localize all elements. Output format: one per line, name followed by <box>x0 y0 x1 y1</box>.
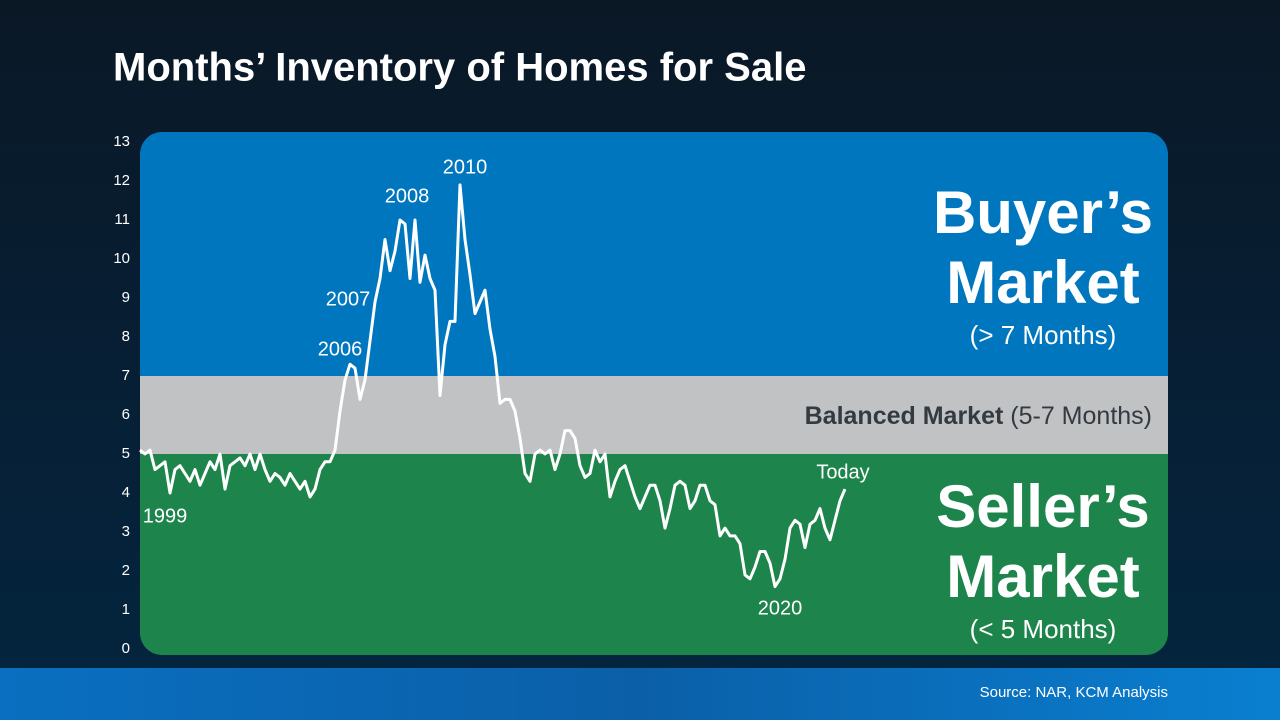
y-tick-label: 3 <box>122 523 130 540</box>
y-tick-label: 2 <box>122 562 130 579</box>
footer: Source: NAR, KCM Analysis <box>0 668 1280 720</box>
y-tick-label: 0 <box>122 640 130 657</box>
y-tick-label: 7 <box>122 367 130 384</box>
zone <box>140 376 1168 454</box>
buyer-label: Buyer’s Market (> 7 Months) <box>893 178 1193 352</box>
chart: Months’ Inventory of Homes for Sale 0123… <box>113 46 1168 657</box>
zone <box>140 454 1168 655</box>
annotation: 2006 <box>318 338 363 360</box>
y-tick-label: 13 <box>113 133 130 150</box>
zones <box>140 132 1168 655</box>
y-tick-label: 8 <box>122 328 130 345</box>
annotation: Today <box>816 461 869 483</box>
y-tick-label: 12 <box>113 172 130 189</box>
y-tick-label: 1 <box>122 601 130 618</box>
y-tick-label: 4 <box>122 484 130 501</box>
annotation: 2007 <box>326 288 371 310</box>
y-tick-label: 6 <box>122 406 130 423</box>
annotation: 2008 <box>385 185 430 207</box>
annotation: 1999 <box>143 505 188 527</box>
source: Source: NAR, KCM Analysis <box>979 684 1168 701</box>
zone-title: Balanced Market <box>804 402 1004 430</box>
annotation: 2020 <box>758 597 803 619</box>
y-tick-label: 11 <box>114 211 130 228</box>
zone-title: Buyer’s Market <box>932 179 1154 316</box>
annotation: 2010 <box>443 156 488 178</box>
y-tick-label: 9 <box>122 289 130 306</box>
chart-title: Months’ Inventory of Homes for Sale <box>113 46 806 90</box>
zone-note: (< 5 Months) <box>969 614 1117 644</box>
zone-title: Seller’s Market <box>936 473 1150 610</box>
zone-note: (5-7 Months) <box>1010 402 1152 430</box>
line <box>139 183 847 589</box>
y-tick-label: 5 <box>122 445 130 462</box>
y-tick-label: 10 <box>113 250 130 267</box>
seller-label: Seller’s Market (< 5 Months) <box>893 472 1193 646</box>
zone-note: (> 7 Months) <box>969 320 1117 350</box>
zone <box>140 132 1168 376</box>
balanced-label: Balanced Market (5-7 Months) <box>805 402 1152 431</box>
